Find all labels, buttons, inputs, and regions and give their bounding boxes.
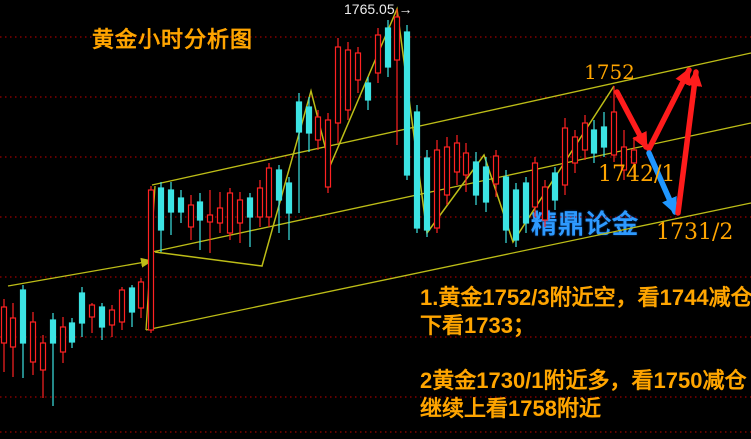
forecast-arrows-group bbox=[614, 67, 703, 216]
watermark: 精鼎论金 bbox=[531, 209, 640, 239]
analysis-line-2: 下看1733； bbox=[420, 313, 535, 338]
chart-title: 黄金小时分析图 bbox=[92, 27, 254, 52]
swing-high-label: 1765.05 → bbox=[344, 1, 413, 17]
analysis-line-3: 2黄金1730/1附近多，看1750减仓 bbox=[420, 368, 747, 393]
candles-group bbox=[0, 9, 638, 406]
analysis-line-4: 继续上看1758附近 bbox=[420, 396, 601, 421]
analysis-line-1: 1.黄金1752/3附近空，看1744减仓 bbox=[420, 285, 751, 310]
price-tag-resistance: 1752 bbox=[584, 60, 635, 84]
price-tag-support: 1731/2 bbox=[656, 220, 734, 245]
price-tag-pullback: 1742/1 bbox=[598, 162, 676, 187]
gridlines-group bbox=[0, 36, 751, 433]
